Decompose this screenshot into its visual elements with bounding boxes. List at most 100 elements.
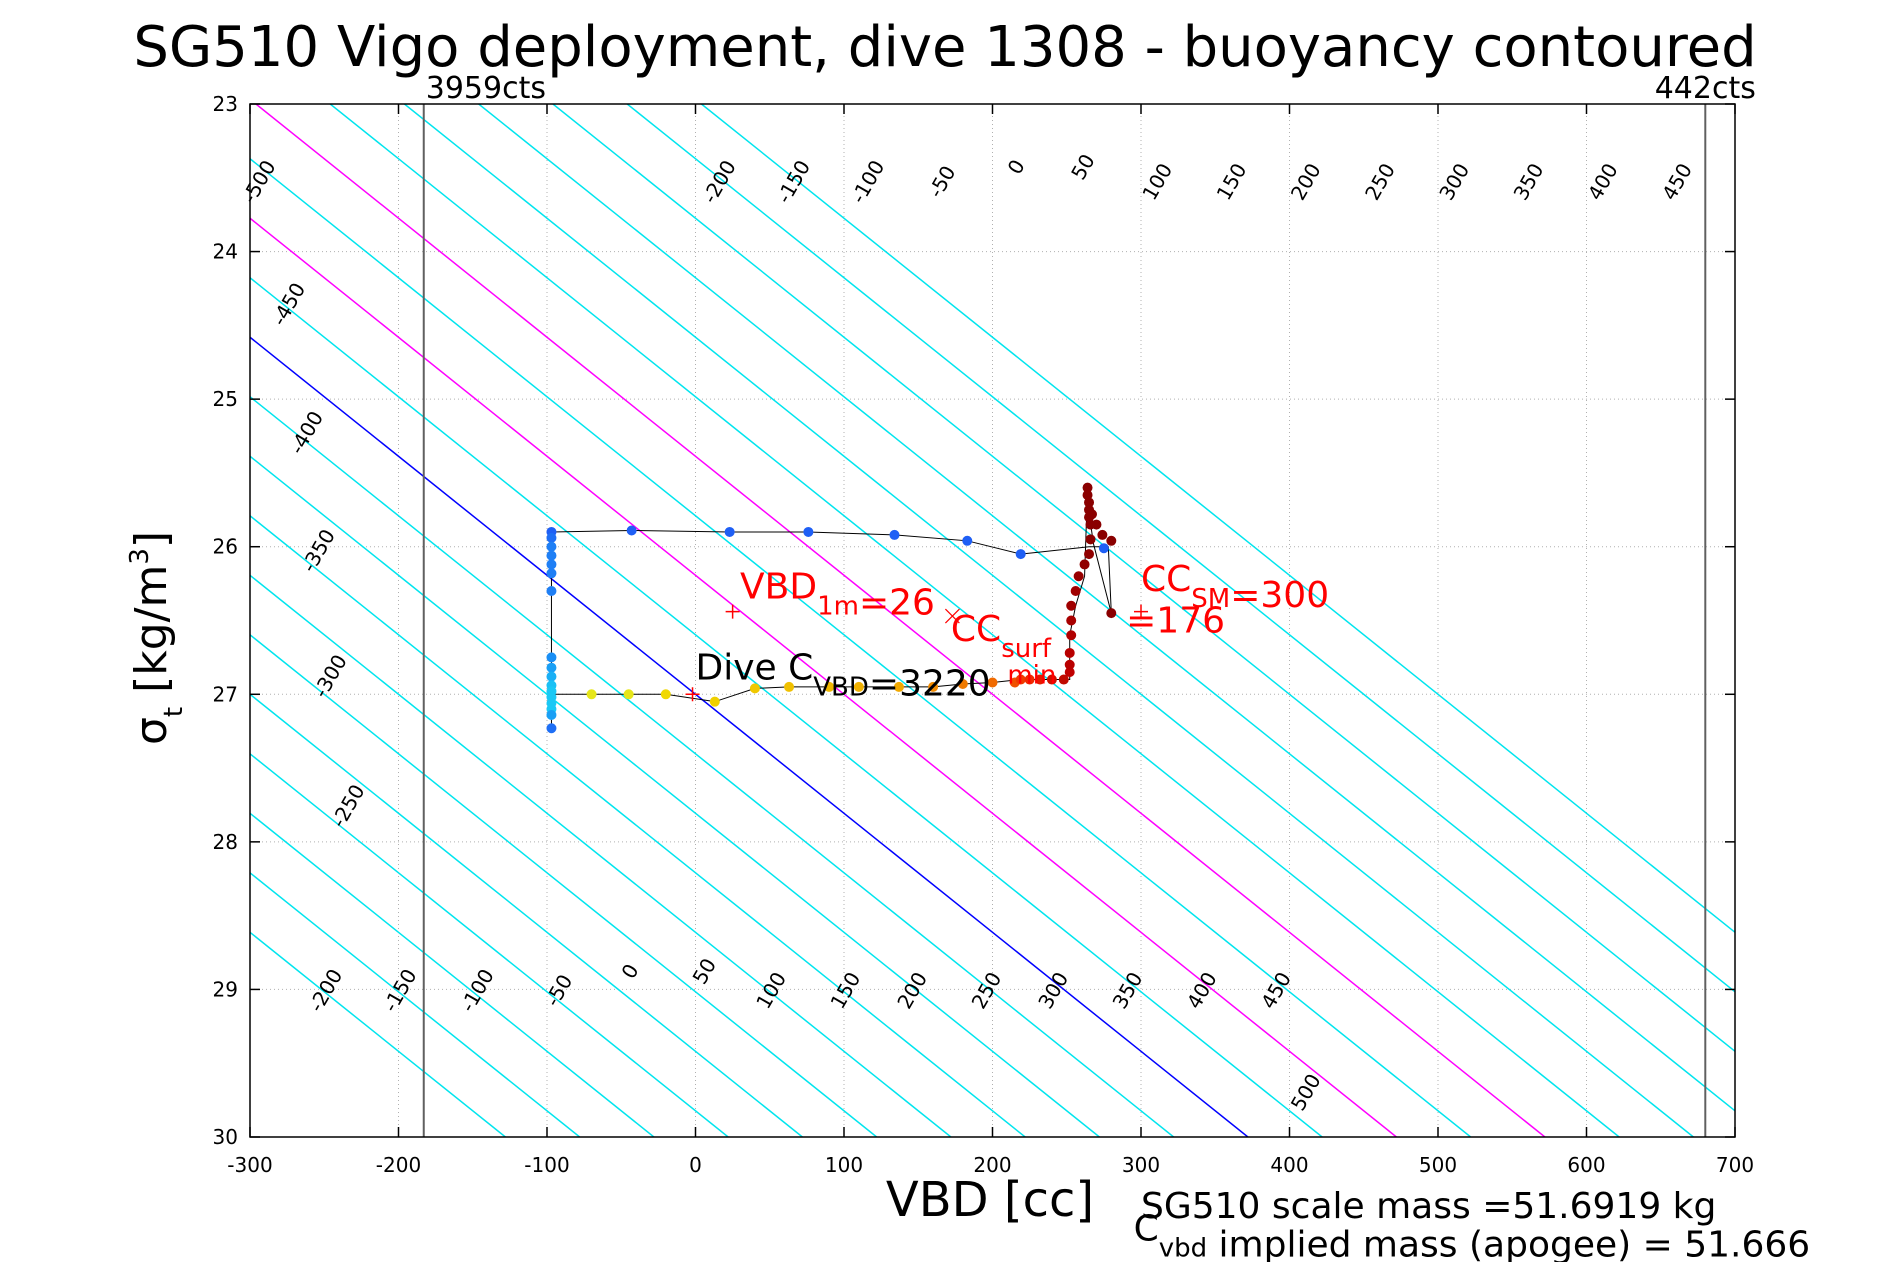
x-tick-label: 0 bbox=[689, 1153, 702, 1177]
contour-label: 50 bbox=[688, 954, 722, 988]
contour-line bbox=[250, 395, 1175, 1137]
contour-label: 300 bbox=[1033, 968, 1073, 1013]
y-tick-label: 30 bbox=[213, 1125, 238, 1149]
contour-line bbox=[250, 157, 1472, 1137]
contour-line bbox=[250, 633, 878, 1137]
contour-label: -50 bbox=[923, 162, 960, 202]
chart-annotation: VBD1m=26 bbox=[740, 566, 935, 623]
contour-label: 450 bbox=[1256, 968, 1296, 1013]
data-point bbox=[1066, 600, 1077, 611]
contour-label: 300 bbox=[1434, 159, 1474, 204]
data-point bbox=[546, 662, 557, 673]
contour-label: 400 bbox=[1583, 159, 1623, 204]
y-tick-label: 26 bbox=[213, 535, 238, 559]
contour-line bbox=[250, 693, 803, 1137]
data-point bbox=[546, 541, 557, 552]
chart-annotation-subscript: SM bbox=[1191, 584, 1230, 614]
contour-line bbox=[250, 812, 655, 1137]
data-point bbox=[962, 535, 973, 546]
contour-label: 350 bbox=[1108, 968, 1148, 1013]
count-limit-label: 442cts bbox=[1655, 71, 1756, 106]
contour-label: 400 bbox=[1182, 968, 1222, 1013]
plus-marker bbox=[685, 687, 700, 702]
data-point bbox=[1064, 647, 1075, 658]
data-point bbox=[1106, 608, 1117, 619]
data-point bbox=[546, 568, 557, 579]
data-point bbox=[546, 585, 557, 596]
contour-line bbox=[250, 514, 1026, 1137]
data-point bbox=[1066, 630, 1077, 641]
contour-label: -150 bbox=[378, 965, 421, 1016]
y-tick-label: 24 bbox=[213, 240, 238, 264]
data-point bbox=[824, 681, 835, 692]
data-point bbox=[1035, 674, 1046, 685]
contour-line bbox=[250, 574, 952, 1137]
contour-line bbox=[403, 104, 1694, 1137]
data-point bbox=[546, 671, 557, 682]
chart-annotation-part: VBD bbox=[740, 566, 817, 607]
footer-note-part: implied mass (apogee) = 51.666 bbox=[1207, 1224, 1810, 1262]
contour-label: 250 bbox=[966, 968, 1006, 1013]
y-axis-label-text: σt [kg/m3] bbox=[125, 531, 189, 745]
x-tick-label: 400 bbox=[1270, 1153, 1308, 1177]
x-tick-label: 100 bbox=[825, 1153, 863, 1177]
contour-label: 100 bbox=[1137, 159, 1177, 204]
data-point bbox=[889, 529, 900, 540]
contour-label: -500 bbox=[237, 156, 280, 207]
contour-line bbox=[478, 104, 1735, 1112]
footer-note-part: C bbox=[1134, 1208, 1159, 1249]
data-point bbox=[803, 526, 814, 537]
data-point bbox=[987, 677, 998, 688]
count-limit-label: 3959cts bbox=[426, 71, 546, 106]
contour-line bbox=[250, 455, 1100, 1137]
contour-line bbox=[626, 104, 1735, 993]
chart-title: SG510 Vigo deployment, dive 1308 - buoya… bbox=[133, 15, 1756, 80]
data-point bbox=[1079, 559, 1090, 570]
data-point bbox=[1084, 549, 1095, 560]
x-tick-label: -300 bbox=[227, 1153, 272, 1177]
y-tick-label: 27 bbox=[213, 682, 238, 706]
data-point bbox=[749, 683, 760, 694]
data-point bbox=[1086, 509, 1097, 520]
data-point bbox=[1070, 585, 1081, 596]
data-point bbox=[1046, 674, 1057, 685]
y-axis-label-part: t bbox=[159, 707, 189, 717]
plus-marker bbox=[1134, 604, 1148, 619]
data-point bbox=[660, 689, 671, 700]
y-tick-label: 23 bbox=[213, 92, 238, 116]
y-axis-label-part: [kg/m bbox=[126, 565, 177, 707]
contour-label: -200 bbox=[304, 965, 347, 1016]
chart-annotation-part: =26 bbox=[859, 582, 935, 623]
contour-label: 0 bbox=[1003, 155, 1030, 178]
contour-label: -300 bbox=[308, 650, 351, 701]
contour-label: -350 bbox=[296, 525, 339, 576]
data-point bbox=[546, 709, 557, 720]
data-point bbox=[546, 559, 557, 570]
contour-line bbox=[552, 104, 1735, 1053]
contour-lines bbox=[250, 104, 1735, 1137]
x-tick-label: 700 bbox=[1716, 1153, 1754, 1177]
data-point bbox=[1091, 519, 1102, 530]
contour-label: -250 bbox=[326, 780, 369, 831]
chart-annotation-part: Dive C bbox=[696, 648, 814, 689]
contour-label: -450 bbox=[267, 278, 310, 329]
data-point bbox=[1024, 674, 1035, 685]
x-tick-label: 300 bbox=[1122, 1153, 1160, 1177]
data-point bbox=[1106, 535, 1117, 546]
contour-label: -200 bbox=[697, 156, 740, 207]
data-point bbox=[853, 681, 864, 692]
data-point bbox=[1066, 615, 1077, 626]
data-point bbox=[1064, 659, 1075, 670]
x-marker bbox=[944, 608, 960, 624]
chart-annotation: CCSM=300 bbox=[1141, 559, 1329, 616]
chart-annotation-part: =300 bbox=[1230, 575, 1329, 616]
x-tick-label: 200 bbox=[973, 1153, 1011, 1177]
data-point bbox=[1098, 543, 1109, 554]
chart-annotation-part: CC bbox=[951, 609, 1001, 650]
contour-label: 50 bbox=[1066, 150, 1100, 184]
x-tick-label: 600 bbox=[1567, 1153, 1605, 1177]
data-point bbox=[709, 696, 720, 707]
data-point bbox=[1073, 571, 1084, 582]
